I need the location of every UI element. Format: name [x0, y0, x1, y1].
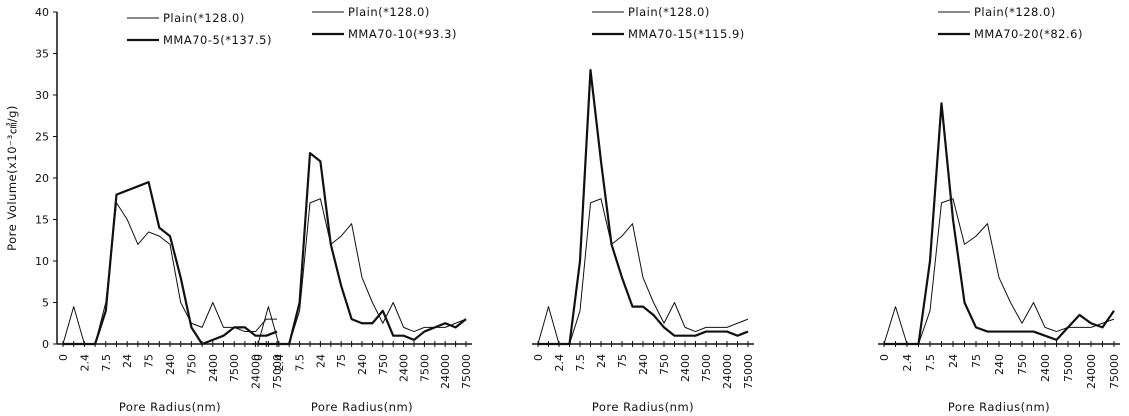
legend-label: Plain(*128.0)	[163, 11, 245, 25]
y-tick-label: 10	[35, 255, 49, 268]
x-tick-label: 75	[616, 354, 629, 368]
series-line	[884, 102, 1115, 346]
x-tick-label: 2400	[679, 354, 692, 382]
x-tick-label: 7500	[418, 354, 431, 382]
series-line	[63, 181, 278, 346]
y-tick-label: 35	[35, 48, 49, 61]
y-tick-label: 20	[35, 172, 49, 185]
series-line	[538, 69, 749, 346]
x-tick-label: 75000	[271, 354, 284, 389]
x-tick-label: 2400	[1039, 354, 1052, 382]
x-tick-label: 7.5	[294, 354, 307, 372]
x-tick-label: 240	[164, 354, 177, 375]
x-tick-label: 2400	[207, 354, 220, 382]
x-axis-label: Pore Radius(nm)	[311, 400, 413, 414]
y-tick-label: 40	[35, 6, 49, 19]
x-axis-label: Pore Radius(nm)	[119, 400, 221, 414]
x-tick-label: 75000	[742, 354, 755, 389]
legend-label: Plain(*128.0)	[628, 5, 710, 19]
x-tick-label: 0	[878, 354, 891, 361]
legend-label: MMA70-5(*137.5)	[163, 33, 272, 47]
x-tick-label: 2400	[398, 354, 411, 382]
x-tick-label: 75000	[1108, 354, 1121, 389]
x-tick-label: 75	[970, 354, 983, 368]
series-line	[537, 198, 749, 345]
x-tick-label: 24	[947, 354, 960, 368]
x-tick-label: 24000	[721, 354, 734, 389]
x-tick-label: 240	[637, 354, 650, 375]
x-tick-label: 24	[595, 354, 608, 368]
x-tick-label: 24	[121, 354, 134, 368]
x-tick-label: 7.5	[100, 354, 113, 372]
y-tick-label: 5	[42, 297, 49, 310]
x-tick-label: 0	[57, 354, 70, 361]
legend-label: MMA70-15(*115.9)	[628, 27, 745, 41]
y-tick-label: 0	[42, 338, 49, 351]
x-tick-label: 0	[252, 354, 265, 361]
x-tick-label: 750	[377, 354, 390, 375]
x-tick-label: 7500	[700, 354, 713, 382]
x-tick-label: 7500	[1062, 354, 1075, 382]
x-tick-label: 75	[335, 354, 348, 368]
x-tick-label: 2.4	[553, 354, 566, 372]
x-tick-label: 2.4	[78, 354, 91, 372]
x-tick-label: 2.4	[901, 354, 914, 372]
legend-label: Plain(*128.0)	[348, 5, 430, 19]
x-tick-label: 24000	[1085, 354, 1098, 389]
x-tick-label: 7.5	[574, 354, 587, 372]
y-tick-label: 15	[35, 214, 49, 227]
x-tick-label: 7.5	[924, 354, 937, 372]
x-tick-label: 2.4	[273, 354, 286, 372]
x-tick-label: 750	[658, 354, 671, 375]
x-tick-label: 24000	[439, 354, 452, 389]
x-axis-label: Pore Radius(nm)	[948, 400, 1050, 414]
x-tick-label: 750	[1016, 354, 1029, 375]
x-axis-label: Pore Radius(nm)	[592, 400, 694, 414]
x-tick-label: 240	[993, 354, 1006, 375]
x-tick-label: 75	[143, 354, 156, 368]
x-tick-label: 7500	[228, 354, 241, 382]
x-tick-label: 24000	[250, 354, 263, 389]
legend-label: MMA70-10(*93.3)	[348, 27, 457, 41]
y-tick-label: 25	[35, 131, 49, 144]
y-tick-label: 30	[35, 89, 49, 102]
series-line	[62, 202, 277, 345]
x-tick-label: 0	[532, 354, 545, 361]
x-tick-label: 24	[314, 354, 327, 368]
series-line	[883, 198, 1115, 345]
x-tick-label: 240	[356, 354, 369, 375]
legend-label: Plain(*128.0)	[974, 5, 1056, 19]
x-tick-label: 75000	[460, 354, 473, 389]
y-axis-label: Pore Volume(x10⁻³㎤/g)	[5, 105, 19, 251]
x-tick-label: 750	[185, 354, 198, 375]
series-line	[258, 152, 467, 346]
legend-label: MMA70-20(*82.6)	[974, 27, 1083, 41]
